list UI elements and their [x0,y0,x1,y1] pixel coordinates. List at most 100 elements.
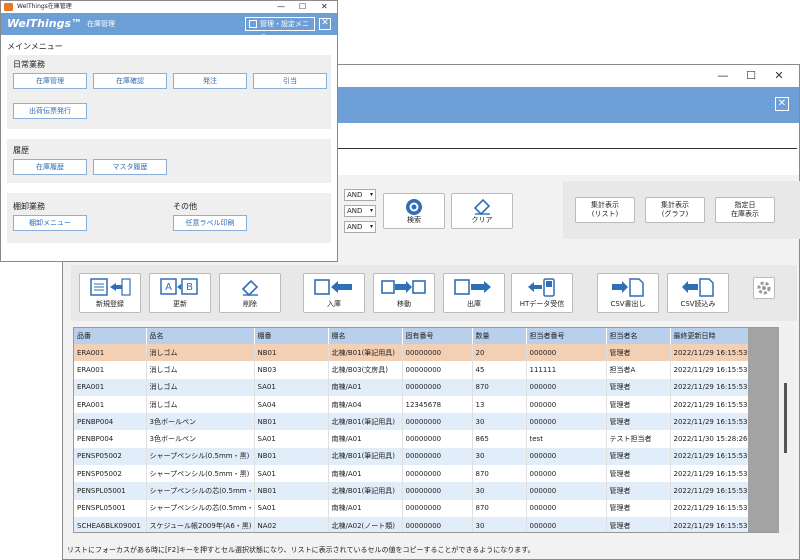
move-button[interactable]: 移動 [373,273,435,313]
table-cell[interactable]: 北棟/B01(筆記用具) [328,447,403,466]
column-header[interactable]: 棚名 [328,328,403,344]
table-cell[interactable]: ERA001 [74,344,147,362]
table-cell[interactable]: 管理者 [606,482,671,500]
table-cell[interactable]: 消しゴム [146,378,255,396]
table-cell[interactable]: NA02 [254,516,329,532]
summary-list-button[interactable]: 集計表示 (リスト) [575,197,635,223]
table-cell[interactable]: 00000000 [402,344,473,362]
table-cell[interactable]: 000000 [526,447,607,466]
table-cell[interactable]: SA01 [254,430,329,448]
inventory-table[interactable]: 品番 品名 棚番 棚名 固有番号 数量 担当者番号 担当者名 最終更新日時 ER… [73,327,789,533]
table-cell[interactable]: 管理者 [606,344,671,362]
stock-management-button[interactable]: 在庫管理 [13,73,87,89]
table-cell[interactable]: 000000 [526,482,607,500]
table-cell[interactable]: 00000000 [402,516,473,532]
and-select-1[interactable]: AND ▾ [344,189,376,201]
column-header[interactable]: 担当者番号 [526,328,607,344]
table-cell[interactable]: SA01 [254,465,329,483]
table-cell[interactable]: スケジュール帳2009年(A6・黒) [146,516,255,532]
table-cell[interactable]: シャープペンシル(0.5mm・黒) [146,465,255,483]
table-cell[interactable]: SCHEA6BLK09001 [74,516,147,532]
csv-import-button[interactable]: CSV読込み [667,273,729,313]
table-row[interactable]: PENSP05002 シャープペンシル(0.5mm・黒) NB01 北棟/B01(筆記… [74,447,749,466]
table-cell[interactable]: 管理者 [606,499,671,517]
table-cell[interactable]: SA01 [254,499,329,517]
table-cell[interactable]: 45 [472,361,527,379]
column-header[interactable]: 最終更新日時 [670,328,749,344]
table-row[interactable]: ERA001 消しゴム NB03 北棟/B03(文房具) 00000000 45 11111… [74,361,749,379]
table-cell[interactable]: 30 [472,413,527,431]
table-cell[interactable]: テスト担当者 [606,430,671,448]
table-cell[interactable]: 消しゴム [146,344,255,362]
minimize-button[interactable]: — [717,69,729,82]
table-cell[interactable]: 管理者 [606,378,671,396]
table-cell[interactable]: 30 [472,482,527,500]
table-cell[interactable]: 北棟/A02(ノート類) [328,516,403,532]
close-icon[interactable]: ✕ [319,18,331,30]
table-cell[interactable]: 00000000 [402,361,473,379]
table-cell[interactable]: 3色ボールペン [146,413,255,431]
table-cell[interactable]: NB01 [254,447,329,466]
table-cell[interactable]: 2022/11/29 16:15:53 [670,413,749,431]
window-close-button[interactable]: ✕ [321,2,328,11]
table-cell[interactable]: PENBP004 [74,413,147,431]
table-cell[interactable]: 870 [472,378,527,396]
allocation-button[interactable]: 引当 [253,73,327,89]
table-row[interactable]: PENBP004 3色ボールペン SA01 南棟/A01 00000000 865 test… [74,430,749,448]
and-select-3[interactable]: AND ▾ [344,221,376,233]
column-header[interactable]: 品番 [74,328,147,344]
master-history-button[interactable]: マスタ履歴 [93,159,167,175]
delete-button[interactable]: 削除 [219,273,281,313]
table-cell[interactable]: PENBP004 [74,430,147,448]
table-cell[interactable]: PENSP05002 [74,447,147,466]
scrollbar-thumb[interactable] [784,383,787,453]
table-cell[interactable]: 000000 [526,465,607,483]
admin-settings-button[interactable]: 管理・設定メニュー [245,17,315,40]
table-cell[interactable]: 管理者 [606,395,671,414]
table-cell[interactable]: 12345678 [402,395,473,414]
table-row[interactable]: PENSPL05001 シャープペンシルの芯(0.5mm・黒) NB01 北棟/B01… [74,482,749,500]
table-cell[interactable]: 000000 [526,516,607,532]
table-cell[interactable]: 2022/11/30 15:28:26 [670,430,749,448]
table-cell[interactable]: 00000000 [402,447,473,466]
table-cell[interactable]: シャープペンシルの芯(0.5mm・黒) [146,499,255,517]
table-cell[interactable]: 2022/11/29 16:15:53 [670,344,749,362]
table-row[interactable]: SCHEA6BLK09001 スケジュール帳2009年(A6・黒) NA02 北棟/A… [74,516,749,532]
search-button[interactable]: 検索 [383,193,445,229]
csv-export-button[interactable]: CSV書出し [597,273,659,313]
table-cell[interactable]: SA01 [254,378,329,396]
table-cell[interactable]: 30 [472,447,527,466]
table-cell[interactable]: NB01 [254,413,329,431]
table-cell[interactable]: 2022/11/29 16:15:53 [670,447,749,466]
table-cell[interactable]: 00000000 [402,378,473,396]
table-cell[interactable]: 00000000 [402,465,473,483]
stocktake-menu-button[interactable]: 棚卸メニュー [13,215,87,231]
table-row[interactable]: PENSP05002 シャープペンシル(0.5mm・黒) SA01 南棟/A01 000… [74,465,749,483]
table-cell[interactable]: NB01 [254,344,329,362]
table-cell[interactable]: 30 [472,516,527,532]
table-cell[interactable]: NB01 [254,482,329,500]
table-cell[interactable]: PENSPL05001 [74,499,147,517]
table-cell[interactable]: 担当者A [606,361,671,379]
table-cell[interactable]: PENSP05002 [74,465,147,483]
table-cell[interactable]: 2022/11/29 16:15:53 [670,465,749,483]
table-cell[interactable]: 管理者 [606,447,671,466]
table-cell[interactable]: 865 [472,430,527,448]
table-row[interactable]: ERA001 消しゴム NB01 北棟/B01(筆記用具) 00000000 20 0000… [74,344,749,362]
maximize-button[interactable]: ☐ [299,2,307,11]
column-header[interactable]: 担当者名 [606,328,671,344]
table-cell[interactable]: 消しゴム [146,361,255,379]
table-cell[interactable]: 000000 [526,378,607,396]
stock-history-button[interactable]: 在庫履歴 [13,159,87,175]
table-cell[interactable]: 2022/11/29 16:15:53 [670,378,749,396]
table-cell[interactable]: 20 [472,344,527,362]
table-cell[interactable]: 2022/11/29 16:15:53 [670,395,749,414]
table-cell[interactable]: 870 [472,465,527,483]
table-cell[interactable]: ERA001 [74,395,147,414]
table-cell[interactable]: ERA001 [74,361,147,379]
inbound-button[interactable]: 入庫 [303,273,365,313]
column-header[interactable]: 棚番 [254,328,329,344]
table-row[interactable]: ERA001 消しゴム SA04 南棟/A04 12345678 13 000000 管理者 2… [74,395,749,414]
table-cell[interactable]: 南棟/A01 [328,430,403,448]
